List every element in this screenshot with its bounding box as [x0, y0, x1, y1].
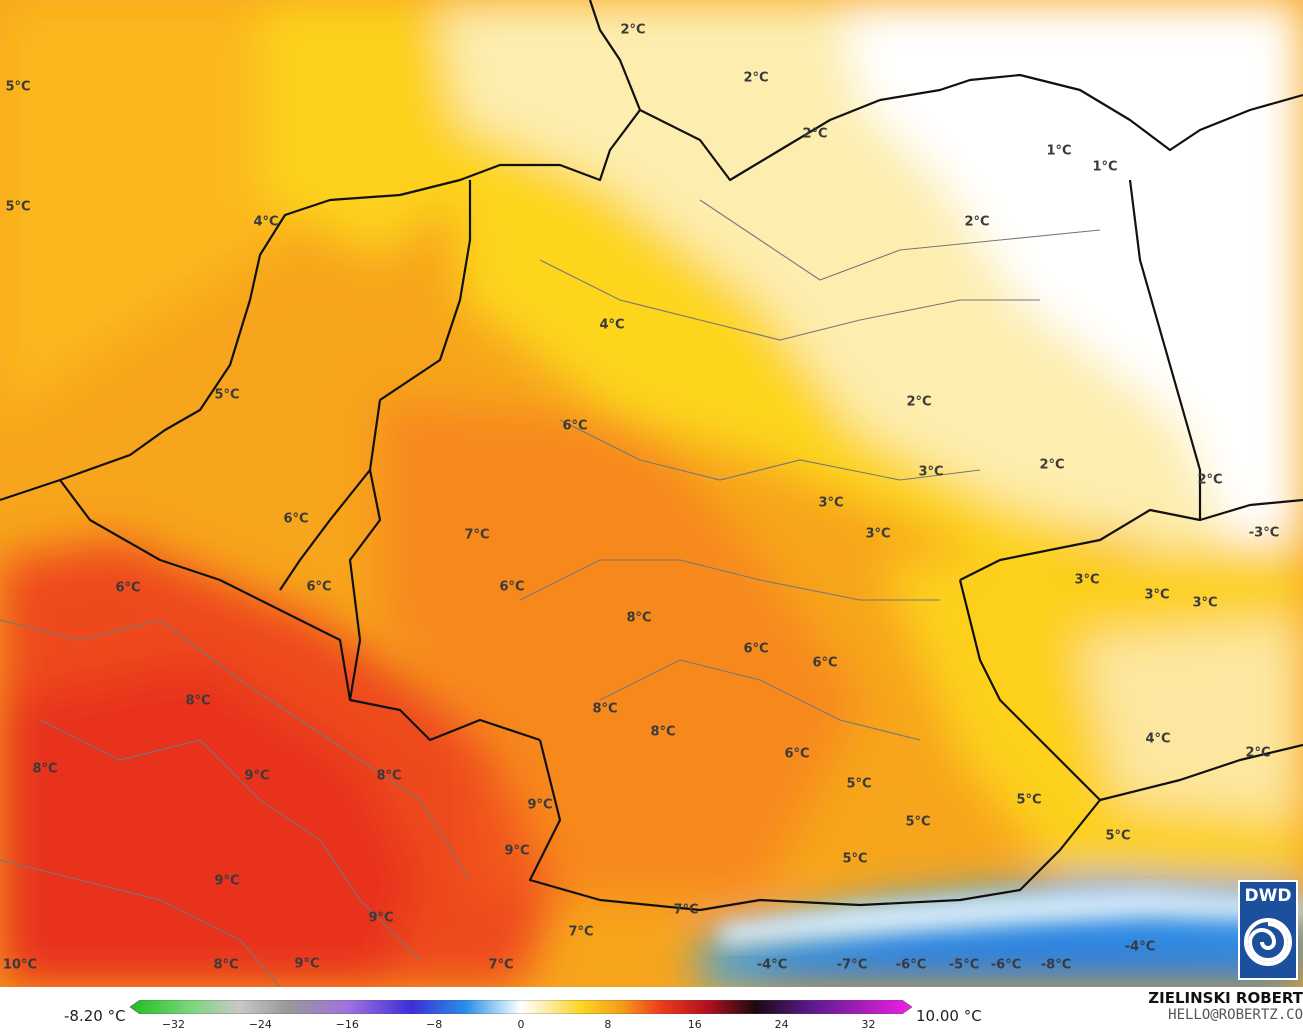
- temperature-field: [0, 0, 1303, 987]
- dwd-logo-text: DWD: [1244, 886, 1292, 906]
- legend-tick-label: 32: [861, 1018, 876, 1031]
- legend-tick-label: −24: [248, 1018, 272, 1031]
- legend-tick-label: −8: [426, 1018, 443, 1031]
- legend-tick-label: 0: [517, 1018, 525, 1031]
- legend-colorbar: [130, 1000, 912, 1014]
- legend-min-value: -8.20 °C: [64, 1007, 126, 1025]
- legend-max-value: 10.00 °C: [916, 1007, 982, 1025]
- country-borders: [0, 0, 1303, 912]
- legend-tick-label: 16: [687, 1018, 702, 1031]
- legend-tick-label: 24: [774, 1018, 789, 1031]
- author-credit: ZIELINSKI ROBERT: [1148, 989, 1303, 1007]
- legend-tick-label: −16: [335, 1018, 359, 1031]
- legend-tick-label: −32: [161, 1018, 186, 1031]
- alps-snow: [720, 890, 1303, 945]
- dwd-swirl-icon: [1244, 918, 1292, 966]
- legend-tick-label: 8: [604, 1018, 612, 1031]
- dwd-logo: DWD: [1238, 880, 1298, 980]
- map-canvas: [0, 0, 1303, 987]
- temperature-map: 5°C 5°C 4°C 2°C 2°C 2°C 1°C 1°C 2°C 4°C 5°C 6°C 2°C 2…: [0, 0, 1303, 987]
- author-email: HELLO@ROBERTZ.CO: [1168, 1007, 1303, 1023]
- region-borders: [0, 199, 1101, 987]
- legend-bar: -8.20 °C −: [0, 987, 1303, 1035]
